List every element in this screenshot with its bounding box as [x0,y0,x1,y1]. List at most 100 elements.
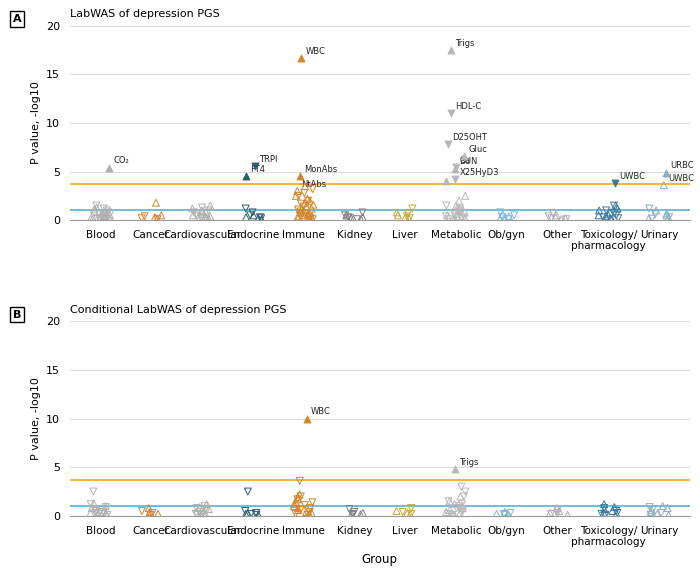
Point [604,208,615,217]
Point [304,503,316,512]
X-axis label: Group: Group [362,553,398,566]
Point [87,215,98,224]
Point [100,212,111,221]
Point [344,504,355,514]
Point [302,510,314,519]
Point [100,503,111,512]
Point [357,208,368,217]
Point [307,185,318,194]
Point [449,215,460,224]
Point [561,215,572,224]
Point [94,214,106,223]
Point [451,210,462,219]
Point [342,213,354,222]
Point [293,503,304,512]
Point [593,211,604,220]
Point [94,215,105,224]
Point [345,511,356,520]
Point [459,208,470,217]
Point [144,507,155,516]
Point [453,213,464,222]
Point [85,214,96,223]
Point [203,206,214,215]
Point [303,211,314,221]
Point [292,186,303,196]
Point [239,506,251,515]
Point [241,172,252,181]
Point [101,510,112,519]
Point [664,213,675,222]
Point [458,213,470,222]
Point [656,508,667,518]
Point [288,502,300,511]
Point [454,508,466,518]
Point [460,487,471,496]
Point [91,203,102,212]
Point [646,214,657,223]
Text: URBC: URBC [671,161,694,170]
Point [304,214,315,223]
Point [643,214,655,223]
Point [494,215,505,224]
Point [661,211,672,220]
Point [251,508,262,518]
Point [293,495,304,504]
Point [503,211,514,221]
Point [605,214,616,223]
Point [307,215,318,224]
Text: Ca: Ca [460,156,471,165]
Point [456,214,468,223]
Point [451,503,462,512]
Text: TRPI: TRPI [259,154,278,164]
Point [402,209,414,218]
Point [194,507,205,516]
Point [497,213,508,222]
Point [298,206,309,215]
Point [153,510,164,519]
Point [600,510,611,519]
Point [550,213,561,222]
Text: NtAbs: NtAbs [302,180,326,189]
Point [196,510,207,519]
Point [251,510,262,519]
Point [203,504,214,514]
Point [455,208,466,217]
Point [400,213,411,222]
Point [644,503,655,512]
Point [497,210,508,219]
Point [494,208,505,217]
Point [598,503,610,512]
Point [451,201,462,210]
Point [254,213,265,222]
Point [658,181,669,190]
Point [293,192,304,201]
Point [293,211,304,221]
Point [191,503,202,512]
Point [301,209,312,218]
Point [610,506,622,515]
Point [299,500,310,510]
Point [196,206,207,215]
Point [304,507,315,516]
Point [199,510,211,519]
Point [104,214,116,223]
Text: UWBC: UWBC [620,172,645,181]
Point [104,163,115,172]
Point [89,207,100,216]
Point [304,213,315,222]
Point [440,211,452,221]
Point [88,205,99,214]
Point [293,506,304,515]
Text: B: B [13,310,22,320]
Point [98,213,109,222]
Point [598,508,609,518]
Point [545,510,557,519]
Point [499,507,510,516]
Point [293,205,304,214]
Point [647,506,658,515]
Point [242,508,253,518]
Point [300,198,311,207]
Point [201,500,212,509]
Point [650,206,662,215]
Point [351,215,363,224]
